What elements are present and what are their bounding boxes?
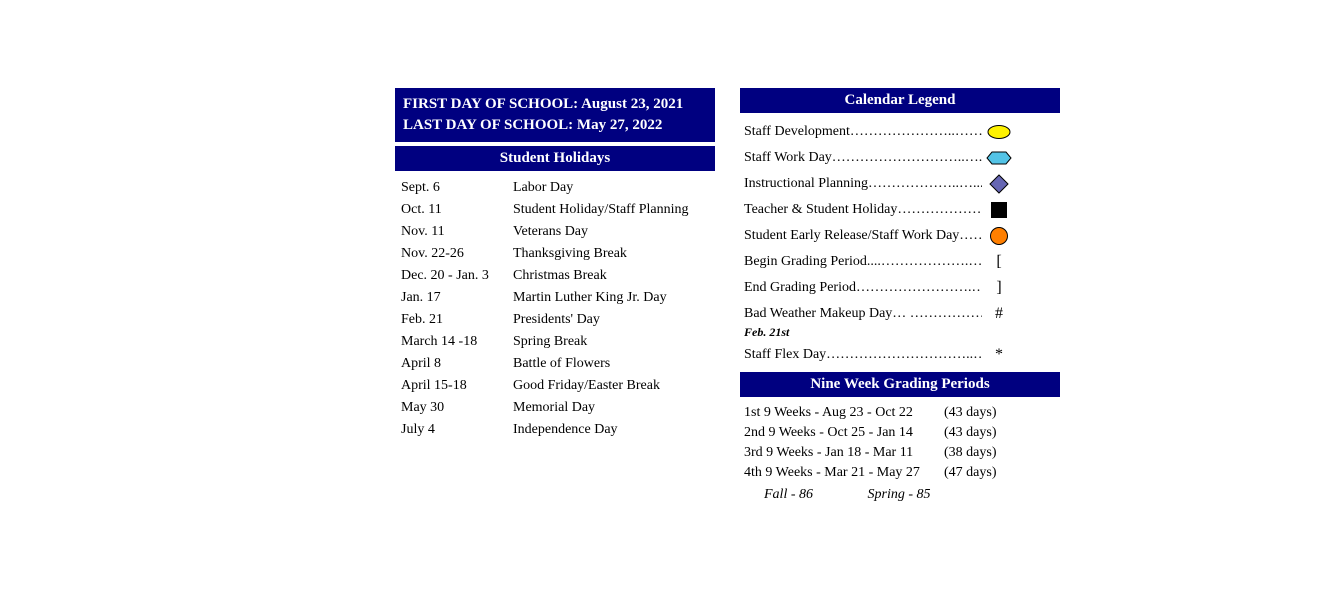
summary-fall: Fall - 86 <box>764 487 864 503</box>
holiday-date: Feb. 21 <box>401 312 513 328</box>
legend-hexagon-cyan-icon <box>982 149 1016 167</box>
legend-subtext: Feb. 21st <box>740 325 1060 340</box>
student-holidays-header: Student Holidays <box>395 146 715 171</box>
legend-symbol: * <box>982 346 1016 364</box>
grading-summary: Fall - 86 Spring - 85 <box>740 483 1060 503</box>
grading-row: 3rd 9 Weeks - Jan 18 - Mar 11(38 days) <box>740 443 1060 463</box>
student-holidays-list: Sept. 6Labor DayOct. 11Student Holiday/S… <box>395 171 715 441</box>
legend-symbol: [ <box>982 253 1016 271</box>
grading-days: (43 days) <box>944 425 1060 441</box>
holiday-name: Martin Luther King Jr. Day <box>513 290 715 306</box>
holiday-date: Sept. 6 <box>401 180 513 196</box>
legend-symbol: ] <box>982 279 1016 297</box>
legend-ellipse-yellow-icon <box>982 123 1016 141</box>
legend-row: Teacher & Student Holiday……………….. <box>740 197 1060 223</box>
holiday-name: Labor Day <box>513 180 715 196</box>
legend-row: Begin Grading Period....……………….……[ <box>740 249 1060 275</box>
holiday-date: March 14 -18 <box>401 334 513 350</box>
holiday-row: May 30Memorial Day <box>395 397 715 419</box>
grading-text: 1st 9 Weeks - Aug 23 - Oct 22 <box>744 405 944 421</box>
legend-label: Begin Grading Period....……………….…… <box>744 254 982 270</box>
legend-label: Staff Development…………………..…… <box>744 124 982 140</box>
holiday-date: April 15-18 <box>401 378 513 394</box>
left-column: FIRST DAY OF SCHOOL: August 23, 2021 LAS… <box>395 88 715 441</box>
holiday-row: Sept. 6Labor Day <box>395 177 715 199</box>
legend-label: Bad Weather Makeup Day… ………………. <box>744 306 982 322</box>
summary-spring: Spring - 85 <box>868 487 931 503</box>
holiday-name: Christmas Break <box>513 268 715 284</box>
holiday-row: Nov. 11Veterans Day <box>395 221 715 243</box>
holiday-row: Dec. 20 - Jan. 3Christmas Break <box>395 265 715 287</box>
legend-diamond-purple-icon <box>982 174 1016 194</box>
legend-label: Instructional Planning………………..…... <box>744 176 982 192</box>
school-dates-banner: FIRST DAY OF SCHOOL: August 23, 2021 LAS… <box>395 88 715 142</box>
holiday-name: Battle of Flowers <box>513 356 715 372</box>
legend-label: Student Early Release/Staff Work Day……… <box>744 228 982 244</box>
grading-days: (38 days) <box>944 445 1060 461</box>
holiday-date: April 8 <box>401 356 513 372</box>
legend-square-black-icon <box>982 201 1016 219</box>
grading-row: 1st 9 Weeks - Aug 23 - Oct 22(43 days) <box>740 403 1060 423</box>
holiday-date: Nov. 22-26 <box>401 246 513 262</box>
legend-row: Student Early Release/Staff Work Day……… <box>740 223 1060 249</box>
grading-periods-list: 1st 9 Weeks - Aug 23 - Oct 22(43 days)2n… <box>740 397 1060 483</box>
holiday-name: Presidents' Day <box>513 312 715 328</box>
legend-label: Staff Work Day………………………..…. <box>744 150 982 166</box>
holiday-row: Oct. 11Student Holiday/Staff Planning <box>395 199 715 221</box>
last-day-line: LAST DAY OF SCHOOL: May 27, 2022 <box>403 115 707 136</box>
right-column: Calendar Legend Staff Development…………………… <box>740 88 1060 503</box>
legend-label: End Grading Period…………………….…... <box>744 280 982 296</box>
holiday-row: March 14 -18Spring Break <box>395 331 715 353</box>
grading-periods-header: Nine Week Grading Periods <box>740 372 1060 397</box>
holiday-name: Memorial Day <box>513 400 715 416</box>
holiday-row: Jan. 17Martin Luther King Jr. Day <box>395 287 715 309</box>
holiday-date: July 4 <box>401 422 513 438</box>
legend-label: Staff Flex Day…………………………..……… <box>744 347 982 363</box>
holiday-name: Student Holiday/Staff Planning <box>513 202 715 218</box>
legend-row: Instructional Planning………………..…... <box>740 171 1060 197</box>
legend-label: Teacher & Student Holiday……………….. <box>744 202 982 218</box>
holiday-row: April 8Battle of Flowers <box>395 353 715 375</box>
calendar-legend-list: Staff Development…………………..…… Staff Work D… <box>740 113 1060 368</box>
holiday-row: July 4Independence Day <box>395 419 715 441</box>
grading-days: (43 days) <box>944 405 1060 421</box>
legend-circle-orange-icon <box>982 226 1016 246</box>
grading-text: 3rd 9 Weeks - Jan 18 - Mar 11 <box>744 445 944 461</box>
legend-row: Staff Development…………………..…… <box>740 119 1060 145</box>
holiday-date: May 30 <box>401 400 513 416</box>
holiday-name: Thanksgiving Break <box>513 246 715 262</box>
first-day-line: FIRST DAY OF SCHOOL: August 23, 2021 <box>403 94 707 115</box>
legend-row: Staff Flex Day…………………………..………* <box>740 342 1060 368</box>
school-calendar-page: FIRST DAY OF SCHOOL: August 23, 2021 LAS… <box>0 0 1327 607</box>
grading-text: 2nd 9 Weeks - Oct 25 - Jan 14 <box>744 425 944 441</box>
grading-days: (47 days) <box>944 465 1060 481</box>
holiday-date: Nov. 11 <box>401 224 513 240</box>
grading-row: 2nd 9 Weeks - Oct 25 - Jan 14(43 days) <box>740 423 1060 443</box>
holiday-name: Independence Day <box>513 422 715 438</box>
holiday-row: April 15-18Good Friday/Easter Break <box>395 375 715 397</box>
calendar-legend-header: Calendar Legend <box>740 88 1060 113</box>
holiday-name: Spring Break <box>513 334 715 350</box>
legend-row: Bad Weather Makeup Day… ……………….# <box>740 301 1060 327</box>
holiday-date: Oct. 11 <box>401 202 513 218</box>
grading-row: 4th 9 Weeks - Mar 21 - May 27(47 days) <box>740 463 1060 483</box>
holiday-row: Feb. 21Presidents' Day <box>395 309 715 331</box>
holiday-name: Good Friday/Easter Break <box>513 378 715 394</box>
holiday-date: Jan. 17 <box>401 290 513 306</box>
legend-row: Staff Work Day………………………..…. <box>740 145 1060 171</box>
holiday-row: Nov. 22-26Thanksgiving Break <box>395 243 715 265</box>
legend-symbol: # <box>982 305 1016 323</box>
holiday-date: Dec. 20 - Jan. 3 <box>401 268 513 284</box>
legend-row: End Grading Period…………………….…...] <box>740 275 1060 301</box>
grading-text: 4th 9 Weeks - Mar 21 - May 27 <box>744 465 944 481</box>
holiday-name: Veterans Day <box>513 224 715 240</box>
